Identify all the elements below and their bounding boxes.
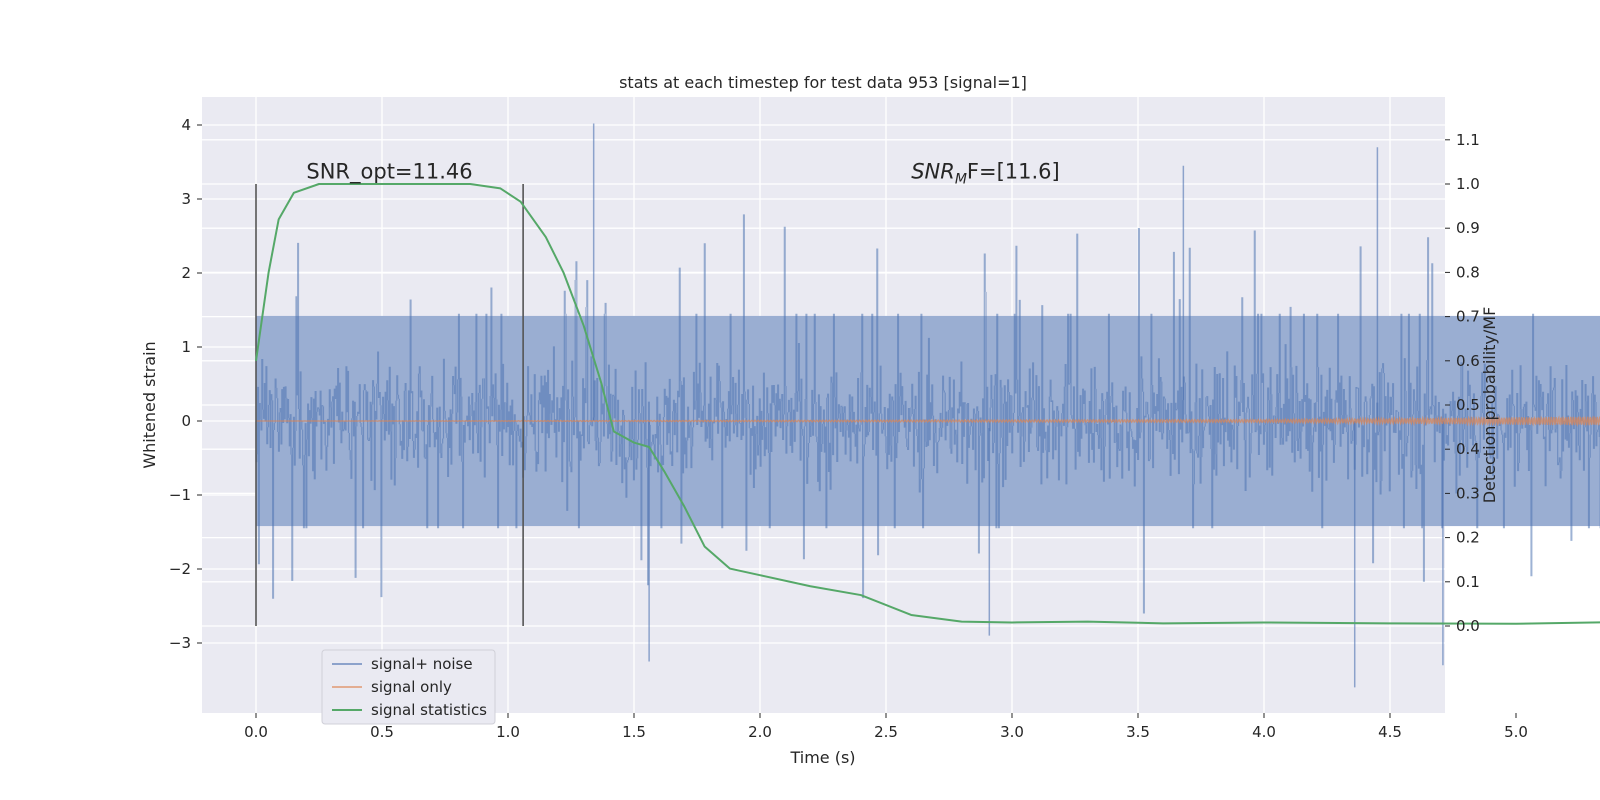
x-tick-label: 2.0 <box>748 723 772 741</box>
x-tick-label: 0.0 <box>244 723 268 741</box>
series-signal-statistics <box>255 183 1600 625</box>
x-tick-label: 0.5 <box>370 723 394 741</box>
series-signal-only <box>256 415 1600 428</box>
x-tick-label: 3.0 <box>1000 723 1024 741</box>
x-tick-label: 2.5 <box>874 723 898 741</box>
y-axis-label: Whitened strain <box>140 341 159 468</box>
axis-ticks: 0.00.51.01.52.02.53.03.54.04.55.05.56.06… <box>169 116 1528 741</box>
statistics-trace <box>255 183 1600 625</box>
legend-label: signal+ noise <box>371 655 473 673</box>
y-tick-label: −3 <box>169 634 191 652</box>
y-tick-label: 1 <box>181 338 191 356</box>
x-tick-label: 4.0 <box>1252 723 1276 741</box>
signal-only-trace <box>256 415 1600 428</box>
y-tick-label: −1 <box>169 486 191 504</box>
x-tick-label: 1.0 <box>496 723 520 741</box>
y-tick-label: 0 <box>181 412 191 430</box>
legend: signal+ noise signal only signal statistic… <box>321 649 496 725</box>
y2-tick-label: 0.6 <box>1456 352 1480 370</box>
vertical-markers <box>255 184 524 626</box>
y2-tick-label: 1.0 <box>1456 175 1480 193</box>
y2-tick-label: 0.5 <box>1456 396 1480 414</box>
y2-tick-label: 0.4 <box>1456 440 1480 458</box>
y-tick-label: −2 <box>169 560 191 578</box>
y-tick-label: 3 <box>181 190 191 208</box>
y2-tick-label: 0.0 <box>1456 617 1480 635</box>
y2-tick-label: 0.2 <box>1456 529 1480 547</box>
x-tick-label: 3.5 <box>1126 723 1150 741</box>
y-tick-label: 4 <box>181 116 191 134</box>
annotation: SNRMF=[11.6] <box>911 160 1060 188</box>
y2-tick-label: 0.7 <box>1456 308 1480 326</box>
y2-tick-label: 1.1 <box>1456 131 1480 149</box>
y2-axis-label: Detection probability/MF <box>1480 307 1499 504</box>
x-tick-label: 4.5 <box>1378 723 1402 741</box>
y2-tick-label: 0.1 <box>1456 573 1480 591</box>
y-tick-label: 2 <box>181 264 191 282</box>
legend-label: signal only <box>371 678 452 696</box>
legend-box <box>321 649 496 725</box>
legend-label: signal statistics <box>371 701 487 719</box>
y2-tick-label: 0.8 <box>1456 263 1480 281</box>
x-tick-label: 1.5 <box>622 723 646 741</box>
x-tick-label: 5.0 <box>1504 723 1528 741</box>
chart-title: stats at each timestep for test data 953… <box>619 73 1027 92</box>
y2-tick-label: 0.9 <box>1456 219 1480 237</box>
x-axis-label: Time (s) <box>789 748 855 767</box>
y2-tick-label: 0.3 <box>1456 484 1480 502</box>
annotation: SNR_opt=11.46 <box>306 160 472 185</box>
